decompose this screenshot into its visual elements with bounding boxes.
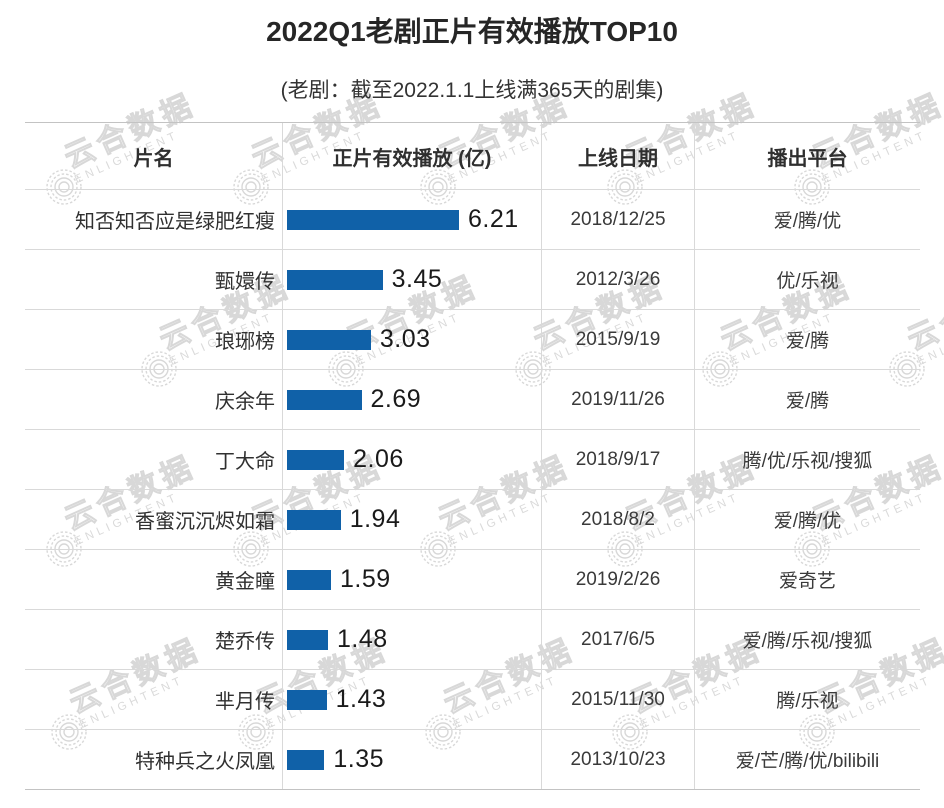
bar-cell: 2.69 [283,370,542,429]
value-bar [287,569,331,590]
table-row: 甄嬛传 3.45 2012/3/26 优/乐视 [25,250,920,310]
value-label: 1.59 [340,565,391,593]
drama-title: 楚乔传 [25,610,283,669]
table-body: 知否知否应是绿肥红瘦 6.21 2018/12/25 爱/腾/优 甄嬛传 3.4… [25,190,920,790]
release-date: 2019/11/26 [542,370,695,429]
platform: 腾/乐视 [776,691,839,712]
release-date: 2018/9/17 [542,430,695,489]
bar-cell: 1.94 [283,490,542,549]
release-date: 2015/11/30 [542,670,695,729]
value-label: 1.43 [335,685,387,713]
table-row: 丁大命 2.06 2018/9/17 腾/优/乐视/搜狐 [25,430,920,490]
platform: 爱/腾 [785,391,830,412]
bar-cell: 2.06 [283,430,542,489]
drama-title: 特种兵之火凤凰 [25,730,283,789]
bar-cell: 1.48 [283,610,542,669]
value-label: 1.94 [349,505,401,533]
platform: 爱/腾/优 [773,511,842,532]
value-bar [287,269,383,290]
drama-title: 芈月传 [25,670,283,729]
release-date: 2018/12/25 [542,190,695,249]
value-label: 3.03 [379,325,431,353]
playback-table: 片名 正片有效播放 (亿) 上线日期 播出平台 知否知否应是绿肥红瘦 6.21 … [25,122,920,790]
platform: 优/乐视 [776,271,839,292]
bar-cell: 1.35 [283,730,542,789]
drama-title: 琅琊榜 [25,310,283,369]
drama-title: 知否知否应是绿肥红瘦 [25,190,283,249]
platform: 爱奇艺 [778,571,836,592]
table-row: 芈月传 1.43 2015/11/30 腾/乐视 [25,670,920,730]
table-row: 黄金瞳 1.59 2019/2/26 爱奇艺 [25,550,920,610]
value-label: 1.48 [337,625,388,653]
value-label: 6.21 [468,205,519,233]
release-date: 2012/3/26 [542,250,695,309]
value-bar [287,329,371,350]
value-label: 2.06 [353,445,404,473]
value-bar [287,209,459,230]
bar-cell: 3.45 [283,250,542,309]
release-date: 2015/9/19 [542,310,695,369]
release-date: 2013/10/23 [542,730,695,789]
value-bar [287,449,345,470]
column-header-platform: 播出平台 [767,147,848,170]
platform: 爱/腾/乐视/搜狐 [742,631,873,652]
bar-cell: 3.03 [283,310,542,369]
value-bar [287,689,327,710]
column-header-playback: 正片有效播放 (亿) [283,123,542,189]
value-bar [287,389,362,410]
value-bar [287,629,328,650]
platform: 腾/优/乐视/搜狐 [742,451,873,472]
drama-title: 甄嬛传 [25,250,283,309]
column-header-date: 上线日期 [542,123,695,189]
platform: 爱/腾 [785,331,830,352]
release-date: 2019/2/26 [542,550,695,609]
value-label: 1.35 [333,745,385,773]
table-row: 庆余年 2.69 2019/11/26 爱/腾 [25,370,920,430]
watermark-en-text: ENLIGHTENT [915,310,944,368]
bar-cell: 6.21 [283,190,542,249]
value-bar [287,749,325,770]
table-row: 琅琊榜 3.03 2015/9/19 爱/腾 [25,310,920,370]
platform: 爱/芒/腾/优/bilibili [735,751,880,772]
chart-title: 2022Q1老剧正片有效播放TOP10 [266,16,678,47]
table-row: 香蜜沉沉烬如霜 1.94 2018/8/2 爱/腾/优 [25,490,920,550]
bar-cell: 1.43 [283,670,542,729]
value-label: 2.69 [370,385,422,413]
release-date: 2017/6/5 [542,610,695,669]
value-bar [287,509,341,530]
value-label: 3.45 [391,265,443,293]
drama-title: 丁大命 [25,430,283,489]
column-header-title: 片名 [25,123,283,189]
release-date: 2018/8/2 [542,490,695,549]
platform: 爱/腾/优 [773,211,842,232]
chart-subtitle: (老剧：截至2022.1.1上线满365天的剧集) [280,79,664,102]
table-row: 知否知否应是绿肥红瘦 6.21 2018/12/25 爱/腾/优 [25,190,920,250]
drama-title: 庆余年 [25,370,283,429]
table-row: 楚乔传 1.48 2017/6/5 爱/腾/乐视/搜狐 [25,610,920,670]
drama-title: 黄金瞳 [25,550,283,609]
bar-cell: 1.59 [283,550,542,609]
table-header-row: 片名 正片有效播放 (亿) 上线日期 播出平台 [25,122,920,190]
drama-title: 香蜜沉沉烬如霜 [25,490,283,549]
table-row: 特种兵之火凤凰 1.35 2013/10/23 爱/芒/腾/优/bilibili [25,730,920,790]
